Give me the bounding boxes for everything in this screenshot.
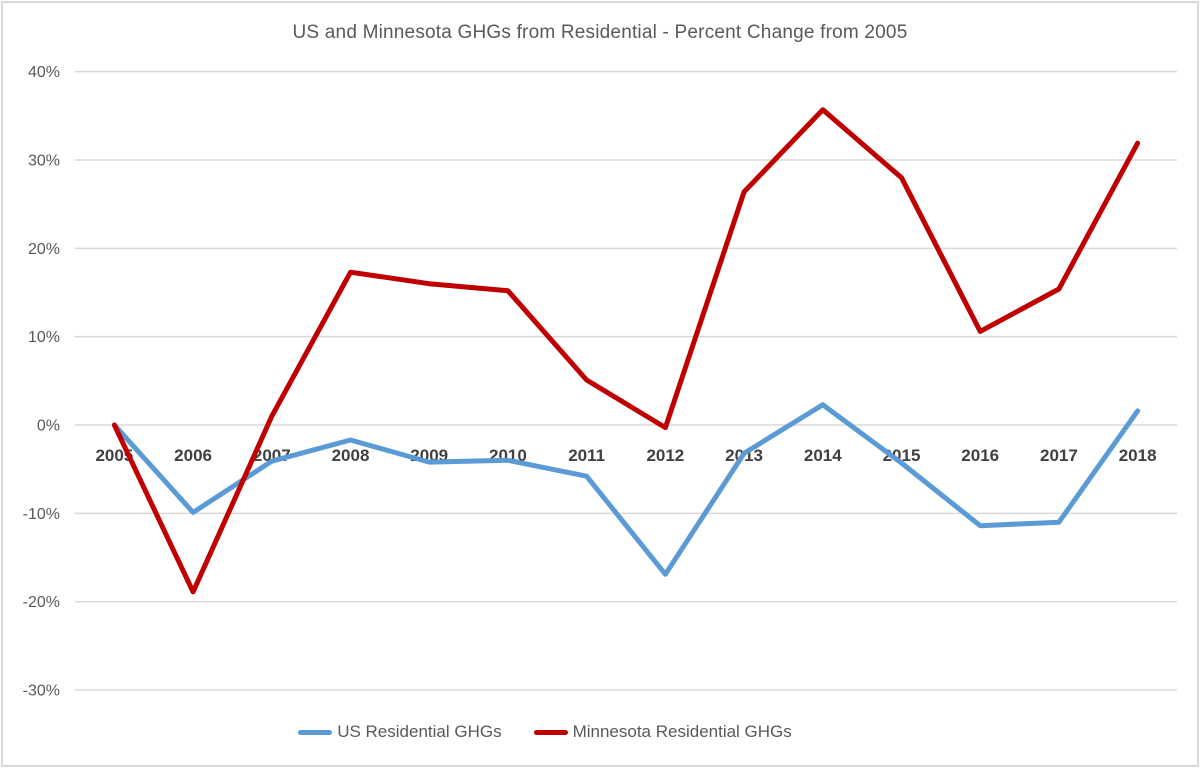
y-axis-tick-label: 30%	[28, 153, 60, 170]
x-axis-year-label: 2008	[332, 446, 370, 465]
x-axis-year-label: 2011	[568, 446, 605, 465]
legend-item-us: US Residential GHGs	[298, 722, 502, 742]
x-axis-year-label: 2016	[961, 446, 999, 465]
y-axis-tick-label: -20%	[23, 594, 60, 611]
y-axis-tick-label: -30%	[23, 682, 60, 699]
x-axis-year-label: 2006	[174, 446, 212, 465]
x-axis-year-label: 2015	[883, 446, 921, 465]
y-axis-tick-label: 0%	[37, 418, 60, 435]
chart-legend: US Residential GHGs Minnesota Residentia…	[0, 722, 1200, 742]
x-axis-year-label: 2014	[804, 446, 842, 465]
x-axis-year-label: 2012	[646, 446, 684, 465]
us-series-line	[111, 402, 1141, 577]
legend-label-minnesota: Minnesota Residential GHGs	[572, 722, 792, 741]
y-axis-tick-label: 20%	[28, 241, 60, 258]
legend-label-us: US Residential GHGs	[337, 722, 502, 741]
y-axis-tick-label: 40%	[28, 64, 60, 81]
minnesota-series-swatch-icon	[533, 729, 568, 735]
minnesota-series-line	[111, 107, 1141, 595]
y-axis-tick-label: 10%	[28, 329, 60, 346]
x-axis-year-label: 2018	[1119, 446, 1157, 465]
x-axis-year-label: 2017	[1040, 446, 1078, 465]
legend-item-minnesota: Minnesota Residential GHGs	[533, 722, 792, 742]
us-series-swatch-icon	[298, 729, 333, 735]
y-axis-tick-label: -10%	[23, 506, 60, 523]
chart-title: US and Minnesota GHGs from Residential -…	[292, 22, 908, 43]
